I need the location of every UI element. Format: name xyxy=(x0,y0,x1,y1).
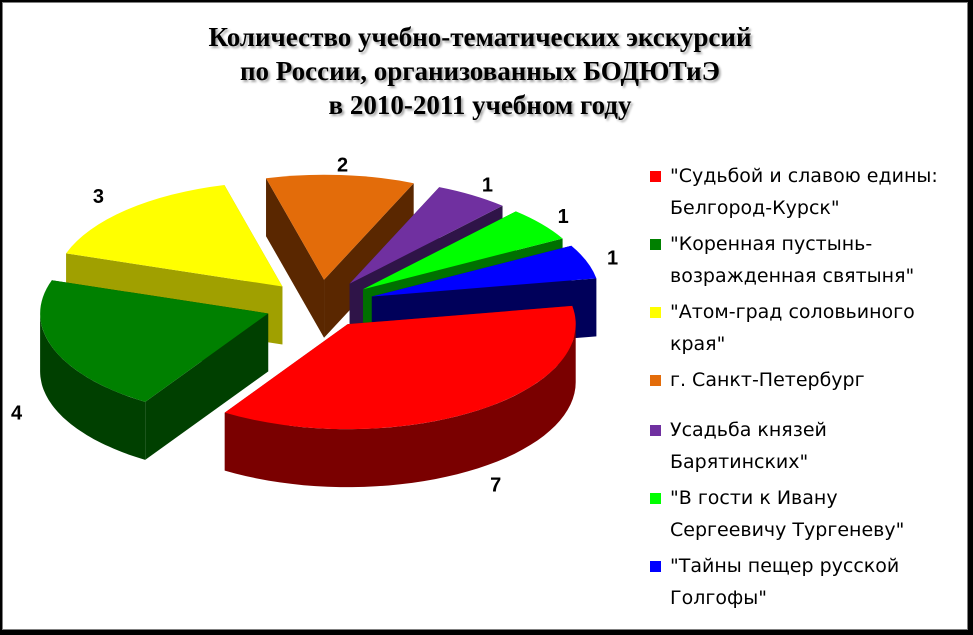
chart-legend: "Судьбой и славою едины: Белгород-Курск"… xyxy=(650,160,950,614)
pie-slice-6 xyxy=(371,245,597,297)
pie-slice-side-1 xyxy=(40,313,146,460)
legend-item-6: "Тайны пещер русской Голгофы" xyxy=(650,550,950,614)
data-label-5: 1 xyxy=(558,206,569,228)
legend-swatch-4 xyxy=(650,425,661,436)
pie-slice-cut-3-1 xyxy=(324,183,414,338)
legend-swatch-1 xyxy=(650,239,661,250)
data-label-6: 1 xyxy=(607,247,618,269)
chart-title-line-1: Количество учебно-тематических экскурсий xyxy=(208,22,752,52)
chart-title-line-3: в 2010-2011 учебном году xyxy=(328,90,632,120)
legend-swatch-0 xyxy=(650,171,661,182)
legend-swatch-5 xyxy=(650,493,661,504)
pie-slice-3 xyxy=(266,174,414,280)
legend-label-3: г. Санкт-Петербург xyxy=(670,369,865,391)
legend-label-5: "В гости к Ивану Сергеевичу Тургеневу" xyxy=(670,487,905,541)
pie-slice-2 xyxy=(66,184,283,287)
legend-label-6: "Тайны пещер русской Голгофы" xyxy=(670,555,900,609)
data-label-3: 2 xyxy=(337,155,348,177)
pie-slice-side-0 xyxy=(224,324,576,488)
pie-slice-0 xyxy=(224,305,576,430)
data-label-4: 1 xyxy=(482,175,493,197)
legend-label-1: "Коренная пустынь- возражденная святыня" xyxy=(670,233,915,287)
legend-item-5: "В гости к Ивану Сергеевичу Тургеневу" xyxy=(650,482,950,546)
legend-item-4: Усадьба князей Барятинских" xyxy=(650,414,950,478)
legend-label-4: Усадьба князей Барятинских" xyxy=(670,419,827,473)
legend-swatch-6 xyxy=(650,561,661,572)
chart-title-line-2: по России, организованных БОДЮТиЭ xyxy=(240,56,720,86)
legend-item-1: "Коренная пустынь- возражденная святыня" xyxy=(650,228,950,292)
legend-item-0: "Судьбой и славою едины: Белгород-Курск" xyxy=(650,160,950,224)
pie-slice-4 xyxy=(349,187,503,284)
data-label-2: 3 xyxy=(93,186,104,208)
legend-label-2: "Атом-град соловьиного края" xyxy=(670,301,915,355)
pie-slice-cut-3-0 xyxy=(266,178,325,338)
data-label-1: 4 xyxy=(11,402,23,424)
legend-label-0: "Судьбой и славою едины: Белгород-Курск" xyxy=(670,165,938,219)
legend-item-2: "Атом-град соловьиного края" xyxy=(650,296,950,360)
pie-slice-5 xyxy=(363,211,563,290)
data-label-0: 7 xyxy=(490,474,501,496)
legend-item-3: г. Санкт-Петербург xyxy=(650,364,950,396)
legend-swatch-2 xyxy=(650,307,661,318)
chart-title: Количество учебно-тематических экскурсий… xyxy=(150,20,810,122)
pie-slice-1 xyxy=(40,280,269,402)
legend-swatch-3 xyxy=(650,375,661,386)
pie-slice-cut-1-0 xyxy=(145,313,269,460)
